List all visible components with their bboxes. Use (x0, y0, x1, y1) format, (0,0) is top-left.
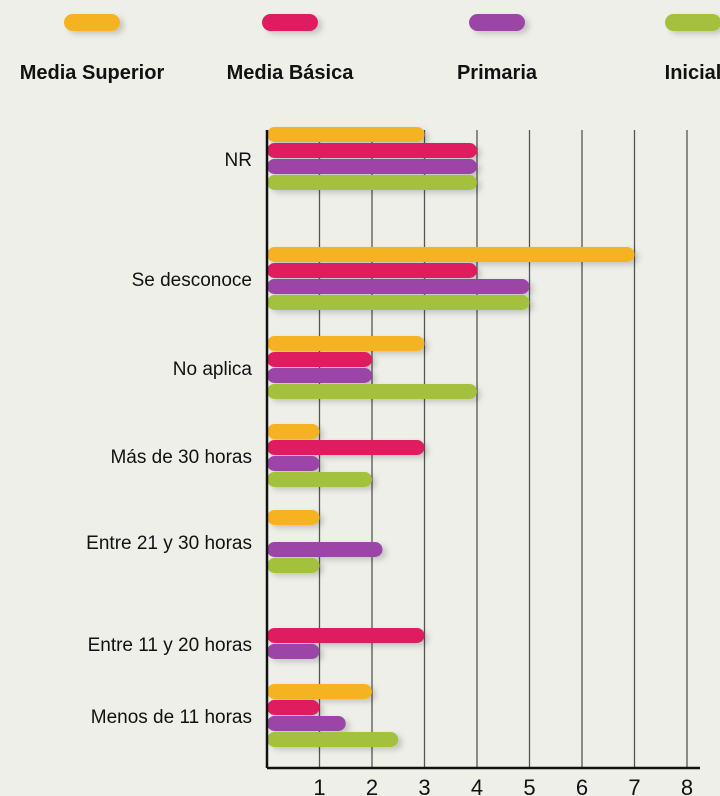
bar-no-aplica-primaria (267, 368, 372, 383)
bar-mas-de-30-horas-media-superior (267, 424, 320, 439)
bar-menos-de-11-horas-media-superior (267, 684, 372, 699)
category-labels: NR Se desconoce No aplica Más de 30 horas En… (86, 150, 252, 728)
bar-entre-21-y-30-horas-inicial (267, 558, 320, 573)
bar-nr-media-basica (267, 143, 477, 158)
bars (267, 127, 635, 747)
x-tick-labels: 1 2 3 4 5 6 7 8 (313, 775, 693, 796)
legend-label-media-superior: Media Superior (20, 62, 165, 84)
bar-menos-de-11-horas-primaria (267, 716, 346, 731)
grid-lines (318, 130, 688, 768)
legend-swatch-inicial (665, 14, 720, 31)
x-tick-label-3: 3 (418, 775, 430, 796)
category-label-entre-11-y-20-horas: Entre 11 y 20 horas (88, 635, 252, 656)
x-tick-label-1: 1 (313, 775, 325, 796)
axes (265, 130, 700, 770)
bar-nr-primaria (267, 159, 477, 174)
bar-mas-de-30-horas-media-basica (267, 440, 425, 455)
category-label-no-aplica: No aplica (173, 359, 253, 380)
bar-no-aplica-media-superior (267, 336, 425, 351)
bar-entre-11-y-20-horas-primaria (267, 644, 320, 659)
category-label-nr: NR (225, 150, 252, 171)
x-tick-label-6: 6 (576, 775, 588, 796)
bar-menos-de-11-horas-inicial (267, 732, 399, 747)
bar-nr-inicial (267, 175, 477, 190)
legend: Media Superior Media Básica Primaria Inicia… (20, 14, 720, 84)
bar-entre-11-y-20-horas-media-basica (267, 628, 425, 643)
bar-entre-21-y-30-horas-media-superior (267, 510, 320, 525)
legend-swatch-primaria (469, 14, 525, 31)
category-label-entre-21-y-30-horas: Entre 21 y 30 horas (86, 533, 252, 554)
x-tick-label-4: 4 (471, 775, 483, 796)
bar-se-desconoce-inicial (267, 295, 530, 310)
bar-entre-21-y-30-horas-primaria (267, 542, 383, 557)
bar-mas-de-30-horas-primaria (267, 456, 320, 471)
bar-mas-de-30-horas-inicial (267, 472, 372, 487)
category-label-menos-de-11-horas: Menos de 11 horas (91, 707, 252, 728)
legend-label-media-basica: Media Básica (227, 62, 355, 84)
bar-no-aplica-inicial (267, 384, 477, 399)
bar-se-desconoce-primaria (267, 279, 530, 294)
legend-label-primaria: Primaria (457, 62, 538, 84)
category-label-se-desconoce: Se desconoce (132, 270, 252, 291)
bar-se-desconoce-media-basica (267, 263, 477, 278)
x-tick-label-2: 2 (366, 775, 378, 796)
legend-swatch-media-superior (64, 14, 120, 31)
x-tick-label-8: 8 (681, 775, 693, 796)
x-tick-label-7: 7 (628, 775, 640, 796)
category-label-mas-de-30-horas: Más de 30 horas (110, 447, 252, 468)
legend-swatch-media-basica (262, 14, 318, 31)
legend-label-inicial: Inicial (665, 62, 720, 84)
x-tick-label-5: 5 (523, 775, 535, 796)
bar-no-aplica-media-basica (267, 352, 372, 367)
bar-menos-de-11-horas-media-basica (267, 700, 320, 715)
bar-se-desconoce-media-superior (267, 247, 635, 262)
bar-nr-media-superior (267, 127, 425, 142)
